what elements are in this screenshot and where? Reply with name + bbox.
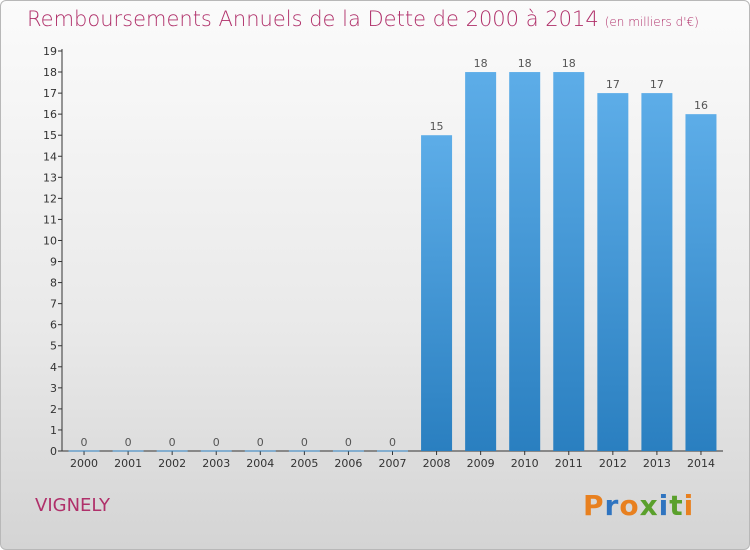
x-tick-label: 2004 [246, 457, 274, 470]
bar [685, 114, 717, 451]
y-tick-label: 15 [43, 129, 57, 142]
value-label: 17 [606, 78, 620, 91]
y-tick-label: 13 [43, 171, 57, 184]
bar [421, 135, 453, 452]
x-tick-label: 2001 [114, 457, 142, 470]
bar [641, 93, 673, 452]
value-label: 17 [650, 78, 664, 91]
value-label: 16 [694, 99, 708, 112]
x-tick-label: 2014 [687, 457, 715, 470]
y-tick-label: 19 [43, 45, 57, 58]
x-tick-label: 2005 [290, 457, 318, 470]
logo-letter: i [658, 489, 670, 522]
value-label: 15 [430, 120, 444, 133]
logo-letter: t [669, 489, 684, 522]
y-tick-label: 6 [50, 319, 57, 332]
value-label: 18 [518, 57, 532, 70]
value-label: 0 [301, 436, 308, 449]
y-tick-label: 9 [50, 256, 57, 269]
y-tick-label: 0 [50, 445, 57, 458]
y-tick-label: 11 [43, 213, 57, 226]
logo-letter: x [639, 489, 659, 522]
value-label: 0 [389, 436, 396, 449]
chart-title-text: Remboursements Annuels de la Dette de 20… [27, 7, 599, 31]
logo-letter: o [619, 489, 640, 522]
bar [465, 72, 497, 451]
value-label: 18 [562, 57, 576, 70]
x-tick-label: 2000 [70, 457, 98, 470]
x-tick-label: 2008 [423, 457, 451, 470]
value-label: 0 [81, 436, 88, 449]
x-tick-label: 2006 [334, 457, 362, 470]
place-name: VIGNELY [35, 495, 111, 516]
y-tick-label: 7 [50, 298, 57, 311]
y-tick-label: 4 [50, 361, 57, 374]
x-tick-label: 2002 [158, 457, 186, 470]
y-tick-label: 3 [50, 382, 57, 395]
x-tick-label: 2010 [511, 457, 539, 470]
value-label: 0 [213, 436, 220, 449]
bar [553, 72, 585, 451]
x-tick-label: 2013 [643, 457, 671, 470]
x-tick-label: 2003 [202, 457, 230, 470]
y-tick-label: 12 [43, 192, 57, 205]
y-tick-label: 1 [50, 424, 57, 437]
y-tick-label: 14 [43, 150, 57, 163]
value-label: 0 [257, 436, 264, 449]
x-tick-label: 2011 [555, 457, 583, 470]
x-tick-label: 2007 [379, 457, 407, 470]
logo-letter: P [583, 489, 605, 522]
value-label: 0 [345, 436, 352, 449]
chart-subtitle: (en milliers d'€) [604, 15, 699, 29]
x-tick-label: 2012 [599, 457, 627, 470]
bar [597, 93, 629, 452]
y-tick-label: 2 [50, 403, 57, 416]
y-tick-label: 10 [43, 234, 57, 247]
y-tick-label: 8 [50, 277, 57, 290]
y-tick-label: 17 [43, 87, 57, 100]
y-tick-label: 18 [43, 66, 57, 79]
logo-letter: r [604, 489, 620, 522]
value-label: 18 [474, 57, 488, 70]
proxiti-logo: Proxiti [583, 489, 694, 522]
value-label: 0 [125, 436, 132, 449]
value-label: 0 [169, 436, 176, 449]
bar [509, 72, 541, 451]
chart-title: Remboursements Annuels de la Dette de 20… [27, 7, 699, 31]
y-tick-label: 16 [43, 108, 57, 121]
y-tick-label: 5 [50, 340, 57, 353]
x-tick-label: 2009 [467, 457, 495, 470]
logo-letter: i [683, 489, 695, 522]
